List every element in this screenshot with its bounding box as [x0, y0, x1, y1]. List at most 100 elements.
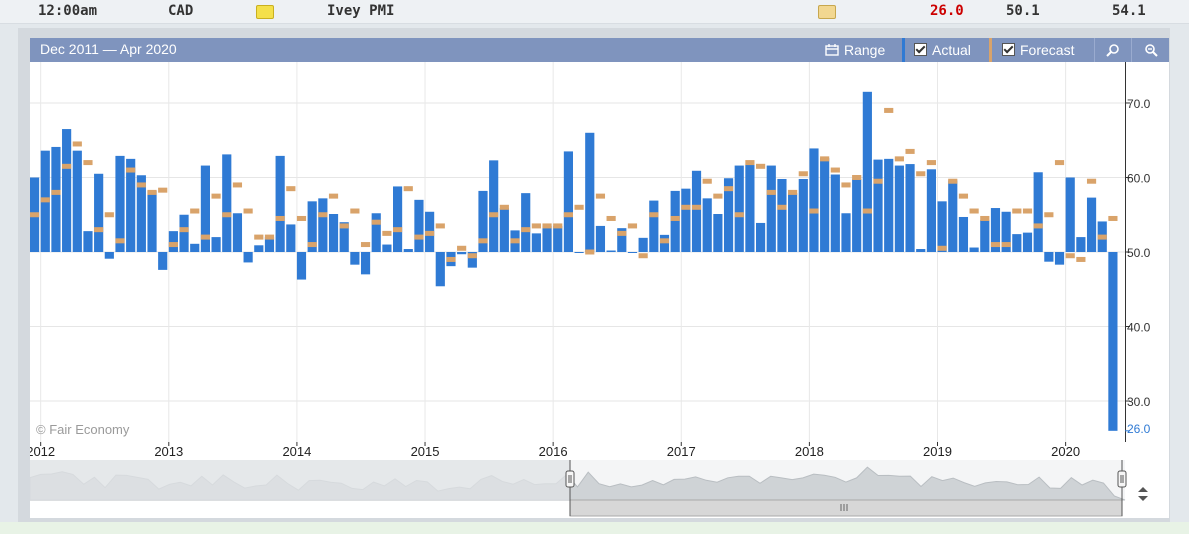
event-forecast: 50.1: [1006, 3, 1040, 19]
forecast-marker: [254, 234, 264, 240]
forecast-marker: [606, 215, 616, 221]
y-tick-label: 60.0: [1127, 171, 1151, 185]
actual-bar: [318, 198, 328, 252]
forecast-marker: [1097, 234, 1107, 240]
forecast-marker: [296, 215, 307, 221]
actual-bar: [862, 91, 872, 252]
forecast-marker: [894, 156, 904, 162]
forecast-marker: [521, 227, 531, 233]
forecast-marker: [179, 227, 189, 233]
forecast-marker: [702, 178, 712, 184]
forecast-marker: [905, 148, 915, 154]
actual-toggle-label: Actual: [932, 42, 971, 58]
actual-checkbox[interactable]: [914, 43, 927, 56]
navigator-left-handle[interactable]: [565, 470, 575, 488]
forecast-marker: [1033, 223, 1043, 229]
range-button-label: Range: [844, 42, 886, 58]
actual-bar: [542, 225, 552, 252]
last-value-label: 26.0: [1127, 422, 1151, 436]
actual-bar: [307, 201, 317, 252]
navigator-scrollbar[interactable]: [569, 499, 1123, 517]
forecast-marker: [51, 189, 61, 195]
actual-bar: [606, 250, 616, 252]
forecast-marker: [457, 245, 467, 251]
forecast-marker: [873, 178, 883, 184]
zoom-out-button[interactable]: [1131, 38, 1170, 62]
y-tick-label: 70.0: [1127, 97, 1151, 111]
actual-toggle[interactable]: Actual: [914, 38, 971, 62]
forecast-marker: [659, 238, 670, 244]
actual-bar: [158, 252, 168, 270]
actual-bar: [1022, 232, 1033, 252]
forecast-marker: [649, 212, 659, 218]
actual-bar: [691, 170, 702, 252]
actual-bar: [734, 165, 744, 252]
actual-bar: [766, 165, 776, 252]
forecast-marker: [926, 160, 936, 166]
actual-bar: [702, 198, 712, 252]
actual-bar: [1065, 177, 1075, 252]
actual-bar: [489, 160, 499, 252]
forecast-toggle[interactable]: Forecast: [1002, 38, 1074, 62]
forecast-marker: [350, 208, 360, 214]
actual-bar: [638, 237, 648, 252]
forecast-marker: [318, 212, 328, 218]
range-button[interactable]: Range: [825, 38, 885, 62]
forecast-marker: [499, 204, 509, 210]
zoom-in-button[interactable]: [1094, 38, 1131, 62]
chart-plot-area: © Fair Economy: [30, 62, 1125, 442]
forecast-marker: [126, 167, 136, 173]
forecast-marker: [884, 107, 894, 113]
forecast-marker: [948, 178, 958, 184]
forecast-marker: [574, 204, 584, 210]
x-tick-label: 2019: [923, 444, 952, 459]
actual-bar: [788, 193, 798, 252]
actual-bar: [531, 233, 541, 252]
actual-bar: [211, 237, 221, 252]
actual-bar: [371, 213, 381, 252]
actual-bar: [563, 151, 573, 252]
forecast-marker: [1108, 215, 1118, 221]
folder-icon[interactable]: [818, 5, 836, 19]
actual-bar: [659, 234, 670, 252]
bottom-strip: [0, 522, 1189, 534]
range-navigator[interactable]: [29, 460, 1169, 518]
forecast-checkbox[interactable]: [1002, 43, 1015, 56]
forecast-marker: [1012, 208, 1022, 214]
forecast-marker: [30, 212, 40, 218]
navigator-updown-icon[interactable]: [1138, 487, 1148, 501]
actual-bar: [243, 252, 253, 263]
actual-bar: [286, 224, 296, 252]
actual-bar: [916, 249, 926, 252]
navigator-right-handle[interactable]: [1117, 470, 1127, 488]
forecast-marker: [958, 193, 969, 199]
actual-bar: [254, 245, 264, 252]
actual-bar: [104, 252, 114, 259]
actual-bar: [72, 150, 82, 252]
actual-bar: [1086, 197, 1097, 252]
forecast-marker: [115, 238, 125, 244]
actual-bar: [617, 228, 627, 252]
forecast-marker: [414, 234, 424, 240]
actual-bar: [126, 158, 136, 252]
forecast-marker: [798, 171, 808, 177]
y-tick-label: 30.0: [1127, 395, 1151, 409]
actual-bar: [435, 252, 445, 287]
forecast-marker: [158, 187, 168, 193]
actual-bar: [296, 252, 307, 280]
forecast-marker: [585, 249, 595, 255]
forecast-marker: [788, 189, 798, 195]
actual-bar: [136, 175, 146, 252]
forecast-marker: [681, 204, 691, 210]
forecast-marker: [670, 215, 680, 221]
event-title[interactable]: Ivey PMI: [327, 3, 395, 19]
forecast-marker: [147, 189, 157, 195]
actual-bar: [200, 165, 210, 252]
actual-bar: [574, 252, 584, 253]
y-tick-label: 40.0: [1127, 321, 1151, 335]
actual-bar: [553, 225, 563, 252]
actual-bar: [350, 252, 360, 265]
actual-bar: [232, 213, 243, 252]
forecast-marker: [168, 242, 178, 248]
forecast-marker: [190, 208, 200, 214]
